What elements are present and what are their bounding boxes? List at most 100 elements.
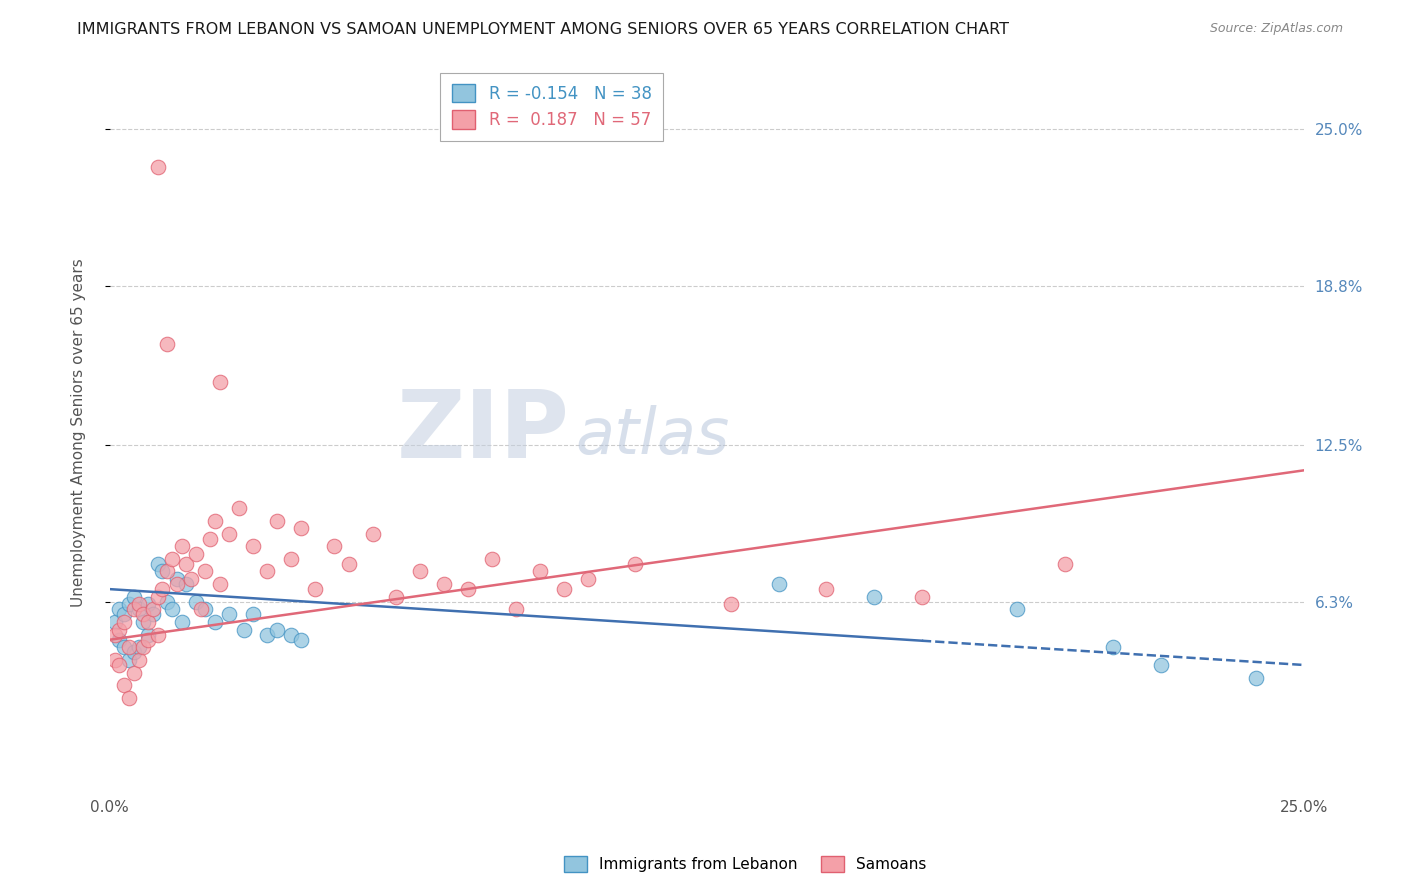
Point bbox=[204, 514, 226, 528]
Point bbox=[146, 590, 169, 604]
Point bbox=[208, 375, 231, 389]
Point bbox=[553, 582, 575, 596]
Point bbox=[112, 640, 135, 655]
Y-axis label: Unemployment Among Seniors over 65 years: Unemployment Among Seniors over 65 years bbox=[72, 258, 86, 607]
Point bbox=[198, 532, 221, 546]
Point bbox=[457, 582, 479, 596]
Point bbox=[228, 501, 250, 516]
Point bbox=[337, 557, 360, 571]
Point bbox=[136, 597, 159, 611]
Point bbox=[218, 607, 240, 622]
Point bbox=[720, 597, 742, 611]
Point bbox=[112, 615, 135, 629]
Point bbox=[174, 577, 197, 591]
Point bbox=[1102, 640, 1125, 655]
Point bbox=[108, 623, 131, 637]
Point bbox=[170, 615, 193, 629]
Point bbox=[118, 640, 141, 655]
Point bbox=[128, 597, 150, 611]
Point bbox=[108, 632, 131, 647]
Point bbox=[433, 577, 456, 591]
Point bbox=[1007, 602, 1029, 616]
Point bbox=[174, 557, 197, 571]
Point bbox=[108, 658, 131, 673]
Point bbox=[132, 607, 155, 622]
Point bbox=[152, 582, 174, 596]
Point bbox=[122, 590, 145, 604]
Point bbox=[132, 615, 155, 629]
Point bbox=[118, 690, 141, 705]
Point bbox=[184, 595, 207, 609]
Point bbox=[256, 627, 278, 641]
Point bbox=[184, 547, 207, 561]
Point bbox=[108, 602, 131, 616]
Point bbox=[290, 632, 312, 647]
Point bbox=[194, 565, 217, 579]
Text: IMMIGRANTS FROM LEBANON VS SAMOAN UNEMPLOYMENT AMONG SENIORS OVER 65 YEARS CORRE: IMMIGRANTS FROM LEBANON VS SAMOAN UNEMPL… bbox=[77, 22, 1010, 37]
Point bbox=[156, 565, 179, 579]
Point bbox=[128, 640, 150, 655]
Point bbox=[104, 615, 127, 629]
Point bbox=[266, 514, 288, 528]
Point bbox=[385, 590, 408, 604]
Point bbox=[112, 678, 135, 692]
Point bbox=[142, 607, 165, 622]
Point bbox=[122, 645, 145, 659]
Point bbox=[180, 572, 202, 586]
Point bbox=[323, 539, 346, 553]
Point bbox=[1246, 671, 1268, 685]
Point bbox=[146, 160, 169, 174]
Point bbox=[280, 627, 302, 641]
Point bbox=[815, 582, 838, 596]
Point bbox=[204, 615, 226, 629]
Point bbox=[128, 653, 150, 667]
Legend: Immigrants from Lebanon, Samoans: Immigrants from Lebanon, Samoans bbox=[557, 848, 934, 880]
Point bbox=[768, 577, 790, 591]
Point bbox=[1150, 658, 1173, 673]
Point bbox=[409, 565, 432, 579]
Point bbox=[166, 572, 188, 586]
Legend: R = -0.154   N = 38, R =  0.187   N = 57: R = -0.154 N = 38, R = 0.187 N = 57 bbox=[440, 72, 664, 141]
Point bbox=[481, 551, 503, 566]
Point bbox=[132, 640, 155, 655]
Point bbox=[266, 623, 288, 637]
Point bbox=[242, 539, 264, 553]
Point bbox=[256, 565, 278, 579]
Point bbox=[170, 539, 193, 553]
Point bbox=[624, 557, 647, 571]
Point bbox=[118, 653, 141, 667]
Point bbox=[505, 602, 527, 616]
Point bbox=[1054, 557, 1077, 571]
Point bbox=[911, 590, 934, 604]
Point bbox=[156, 595, 179, 609]
Point bbox=[142, 602, 165, 616]
Point bbox=[152, 565, 174, 579]
Point bbox=[863, 590, 886, 604]
Point bbox=[118, 597, 141, 611]
Point bbox=[160, 602, 183, 616]
Point bbox=[280, 551, 302, 566]
Text: Source: ZipAtlas.com: Source: ZipAtlas.com bbox=[1209, 22, 1343, 36]
Point bbox=[112, 607, 135, 622]
Point bbox=[529, 565, 551, 579]
Point bbox=[190, 602, 212, 616]
Point bbox=[122, 665, 145, 680]
Point bbox=[146, 557, 169, 571]
Point bbox=[304, 582, 326, 596]
Point bbox=[104, 627, 127, 641]
Point bbox=[122, 602, 145, 616]
Point bbox=[128, 602, 150, 616]
Point bbox=[242, 607, 264, 622]
Text: atlas: atlas bbox=[575, 405, 730, 467]
Point bbox=[361, 526, 384, 541]
Point bbox=[232, 623, 254, 637]
Point bbox=[194, 602, 217, 616]
Point bbox=[156, 337, 179, 351]
Point bbox=[160, 551, 183, 566]
Point bbox=[290, 521, 312, 535]
Point bbox=[136, 632, 159, 647]
Point bbox=[166, 577, 188, 591]
Point bbox=[576, 572, 599, 586]
Point bbox=[208, 577, 231, 591]
Point bbox=[146, 627, 169, 641]
